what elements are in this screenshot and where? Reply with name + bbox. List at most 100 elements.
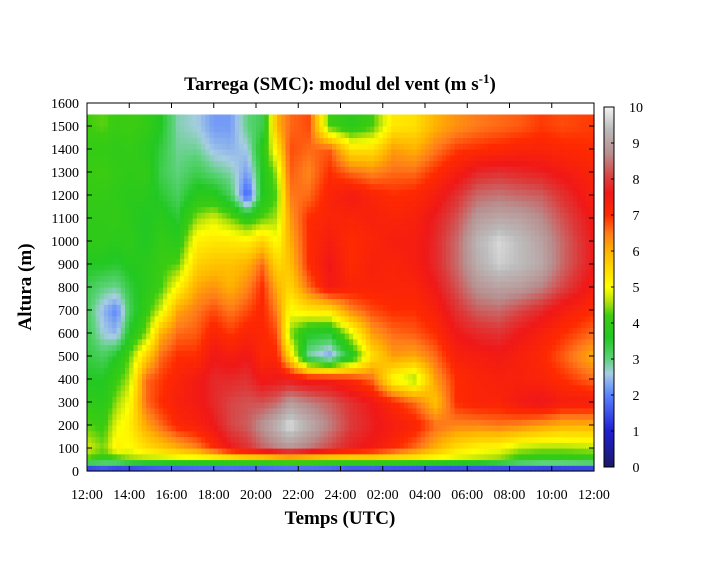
heatmap-cell: [188, 246, 194, 254]
heatmap-cell: [310, 154, 316, 162]
heatmap-cell: [163, 269, 168, 277]
heatmap-cell: [285, 298, 291, 305]
heatmap-cell: [108, 373, 113, 380]
heatmap-cell: [294, 189, 299, 196]
heatmap-cell: [256, 218, 261, 225]
heatmap-cell: [150, 413, 156, 420]
heatmap-cell: [201, 373, 206, 380]
heatmap-cell: [340, 321, 346, 328]
heatmap-cell: [378, 137, 384, 144]
heatmap-cell: [205, 390, 211, 397]
heatmap-cell: [175, 246, 181, 254]
heatmap-cell: [251, 310, 257, 317]
heatmap-cell: [425, 298, 430, 305]
heatmap-cell: [188, 402, 194, 409]
heatmap-cell: [150, 327, 156, 334]
heatmap-cell: [399, 269, 405, 277]
heatmap-cell: [408, 390, 413, 397]
heatmap-cell: [99, 413, 105, 420]
heatmap-cell: [306, 212, 312, 219]
heatmap-cell: [175, 229, 181, 236]
heatmap-cell: [378, 218, 384, 225]
heatmap-cell: [315, 413, 320, 420]
heatmap-cell: [125, 160, 130, 167]
heatmap-cell: [348, 338, 354, 346]
heatmap-cell: [150, 442, 156, 449]
heatmap-cell: [196, 223, 202, 231]
heatmap-cell: [217, 120, 223, 127]
heatmap-cell: [365, 160, 371, 167]
heatmap-cell: [395, 356, 401, 363]
heatmap-cell: [201, 304, 206, 311]
heatmap-cell: [188, 223, 194, 231]
heatmap-cell: [205, 241, 211, 248]
heatmap-cell: [129, 390, 135, 397]
heatmap-cell: [141, 183, 147, 190]
heatmap-cell: [357, 419, 363, 426]
heatmap-cell: [154, 419, 160, 426]
heatmap-cell: [120, 281, 126, 288]
heatmap-cell: [361, 327, 367, 334]
heatmap-cell: [95, 212, 101, 219]
heatmap-cell: [154, 252, 160, 259]
heatmap-cell: [353, 114, 358, 121]
heatmap-cell: [395, 361, 401, 369]
heatmap-cell: [120, 396, 126, 403]
heatmap-cell: [391, 177, 397, 185]
heatmap-cell: [108, 338, 113, 346]
heatmap-cell: [150, 379, 156, 386]
heatmap-cell: [171, 384, 177, 392]
heatmap-cell: [201, 120, 206, 127]
heatmap-cell: [294, 379, 299, 386]
heatmap-cell: [336, 177, 342, 185]
heatmap-cell: [154, 200, 160, 208]
heatmap-cell: [120, 223, 126, 231]
heatmap-cell: [281, 241, 287, 248]
heatmap-cell: [323, 189, 329, 196]
heatmap-cell: [336, 384, 342, 392]
heatmap-cell: [294, 143, 299, 150]
heatmap-cell: [230, 154, 236, 162]
heatmap-cell: [91, 390, 97, 397]
heatmap-cell: [403, 442, 409, 449]
heatmap-cell: [133, 292, 139, 300]
heatmap-cell: [353, 344, 358, 351]
heatmap-cell: [150, 361, 156, 369]
heatmap-cell: [289, 442, 295, 449]
heatmap-cell: [154, 442, 160, 449]
heatmap-cell: [205, 160, 211, 167]
heatmap-cell: [327, 160, 333, 167]
heatmap-cell: [192, 137, 198, 144]
heatmap-cell: [382, 430, 388, 438]
heatmap-cell: [361, 304, 367, 311]
heatmap-cell: [357, 459, 363, 466]
heatmap-cell: [222, 407, 228, 415]
heatmap-cell: [99, 379, 105, 386]
heatmap-cell: [281, 120, 287, 127]
heatmap-cell: [344, 459, 350, 466]
heatmap-cell: [196, 252, 202, 259]
heatmap-cell: [294, 356, 299, 363]
heatmap-cell: [395, 172, 401, 179]
heatmap-cell: [188, 229, 194, 236]
heatmap-cell: [319, 281, 325, 288]
heatmap-cell: [108, 137, 113, 144]
heatmap-cell: [234, 379, 240, 386]
heatmap-cell: [378, 206, 384, 213]
heatmap-cell: [146, 304, 151, 311]
heatmap-cell: [108, 413, 113, 420]
heatmap-cell: [327, 183, 333, 190]
heatmap-cell: [327, 223, 333, 231]
heatmap-cell: [302, 206, 308, 213]
heatmap-cell: [120, 241, 126, 248]
heatmap-cell: [188, 252, 194, 259]
heatmap-cell: [163, 430, 168, 438]
heatmap-cell: [386, 373, 392, 380]
heatmap-cell: [408, 425, 413, 432]
heatmap-cell: [382, 172, 388, 179]
heatmap-cell: [167, 396, 173, 403]
heatmap-cell: [348, 131, 354, 139]
heatmap-cell: [103, 407, 109, 415]
heatmap-cell: [95, 252, 101, 259]
heatmap-cell: [327, 154, 333, 162]
